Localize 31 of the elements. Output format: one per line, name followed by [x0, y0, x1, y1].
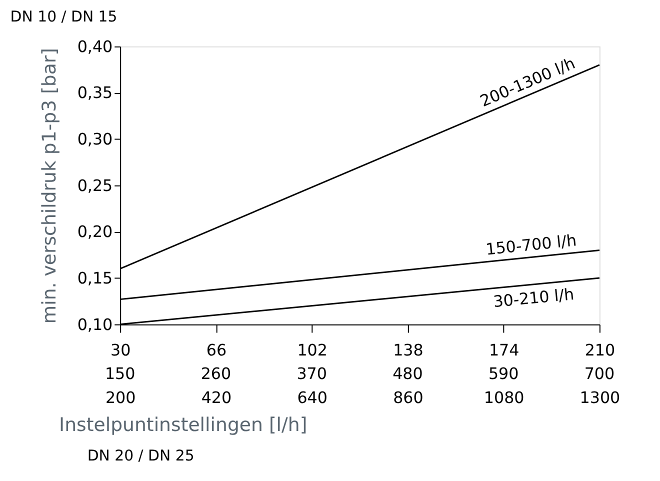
text: 150-700 l/h: [484, 230, 578, 259]
text: 700: [584, 364, 615, 383]
text: 30-210 l/h: [492, 284, 575, 312]
x-tick-label: 102: [297, 340, 328, 360]
y-tick-label: 0,35: [77, 83, 113, 102]
x-tick-label: 174: [488, 340, 520, 360]
y-tick-label: 0,40: [77, 36, 113, 56]
text: 150: [104, 364, 136, 383]
x2-tick-label: 640: [297, 388, 328, 408]
x-tick-label: 66: [206, 340, 227, 360]
text: 480: [392, 364, 423, 383]
text: 260: [200, 364, 232, 383]
y-axis-title: min. verschildruk p1-p3 [bar]: [39, 48, 60, 324]
y-tick-label: 0,10: [77, 314, 113, 334]
x2-tick-label: 1080: [484, 388, 524, 408]
x2-tick-label: 1300: [580, 388, 620, 408]
y-tick-label: 0,20: [77, 222, 113, 242]
x-tick-label: 30: [110, 340, 131, 360]
y-tick-label: 0,30: [77, 130, 113, 149]
text: 590: [488, 364, 519, 383]
y-tick-label: 0,25: [77, 176, 113, 195]
text: 370: [296, 364, 327, 383]
x-tick-label: 210: [584, 340, 616, 360]
chart-title: DN 10 / DN 15: [10, 8, 118, 26]
x2-tick-label: 200: [105, 388, 136, 408]
x2-tick-label: 420: [201, 388, 232, 408]
x2-tick-label: 860: [393, 388, 424, 408]
x-tick-label: 138: [393, 340, 424, 360]
text: DN 20 / DN 25: [87, 446, 194, 464]
x-axis-title: Instelpuntinstellingen [l/h]: [59, 415, 308, 436]
y-tick-label: 0,15: [77, 268, 113, 288]
